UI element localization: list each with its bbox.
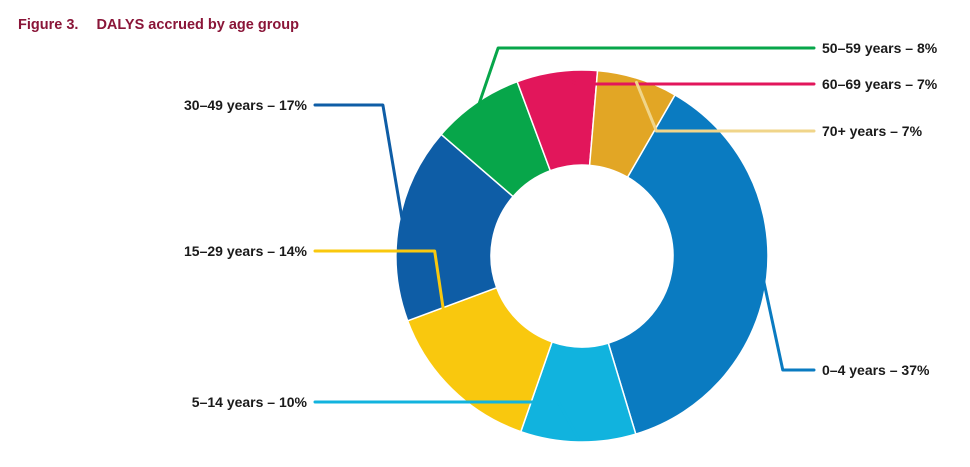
leader-line-70-years [634, 80, 816, 133]
leader-line-60-69-years [555, 74, 816, 86]
slice-30-49-years [395, 133, 515, 322]
slice-label-60-69-years: 60–69 years – 7% [822, 76, 938, 92]
leader-line-30-49-years [313, 103, 405, 226]
slice-label-70-years: 70+ years – 7% [822, 123, 923, 139]
slice-label-15-29-years: 15–29 years – 14% [184, 243, 308, 259]
label-leader-lines [313, 46, 816, 440]
slice-label-0-4-years: 0–4 years – 37% [822, 362, 930, 378]
leader-line-0-4-years [761, 275, 816, 372]
leader-line-15-29-years [313, 249, 457, 388]
figure-caption: DALYS accrued by age group [96, 17, 299, 33]
slice-label-50-59-years: 50–59 years – 8% [822, 40, 938, 56]
slice-label-30-49-years: 30–49 years – 17% [184, 97, 308, 113]
donut-slices [395, 69, 769, 443]
figure-title: Figure 3. DALYS accrued by age group [18, 17, 299, 33]
leader-line-5-14-years [313, 400, 580, 440]
leader-line-50-59-years [476, 46, 816, 109]
figure-number: Figure 3. [18, 17, 79, 33]
slice-label-5-14-years: 5–14 years – 10% [192, 394, 308, 410]
slice-0-4-years [607, 93, 769, 435]
slice-70-years [588, 69, 677, 179]
slice-labels: 0–4 years – 37% 5–14 years – 10% 15–29 yea… [184, 40, 938, 410]
